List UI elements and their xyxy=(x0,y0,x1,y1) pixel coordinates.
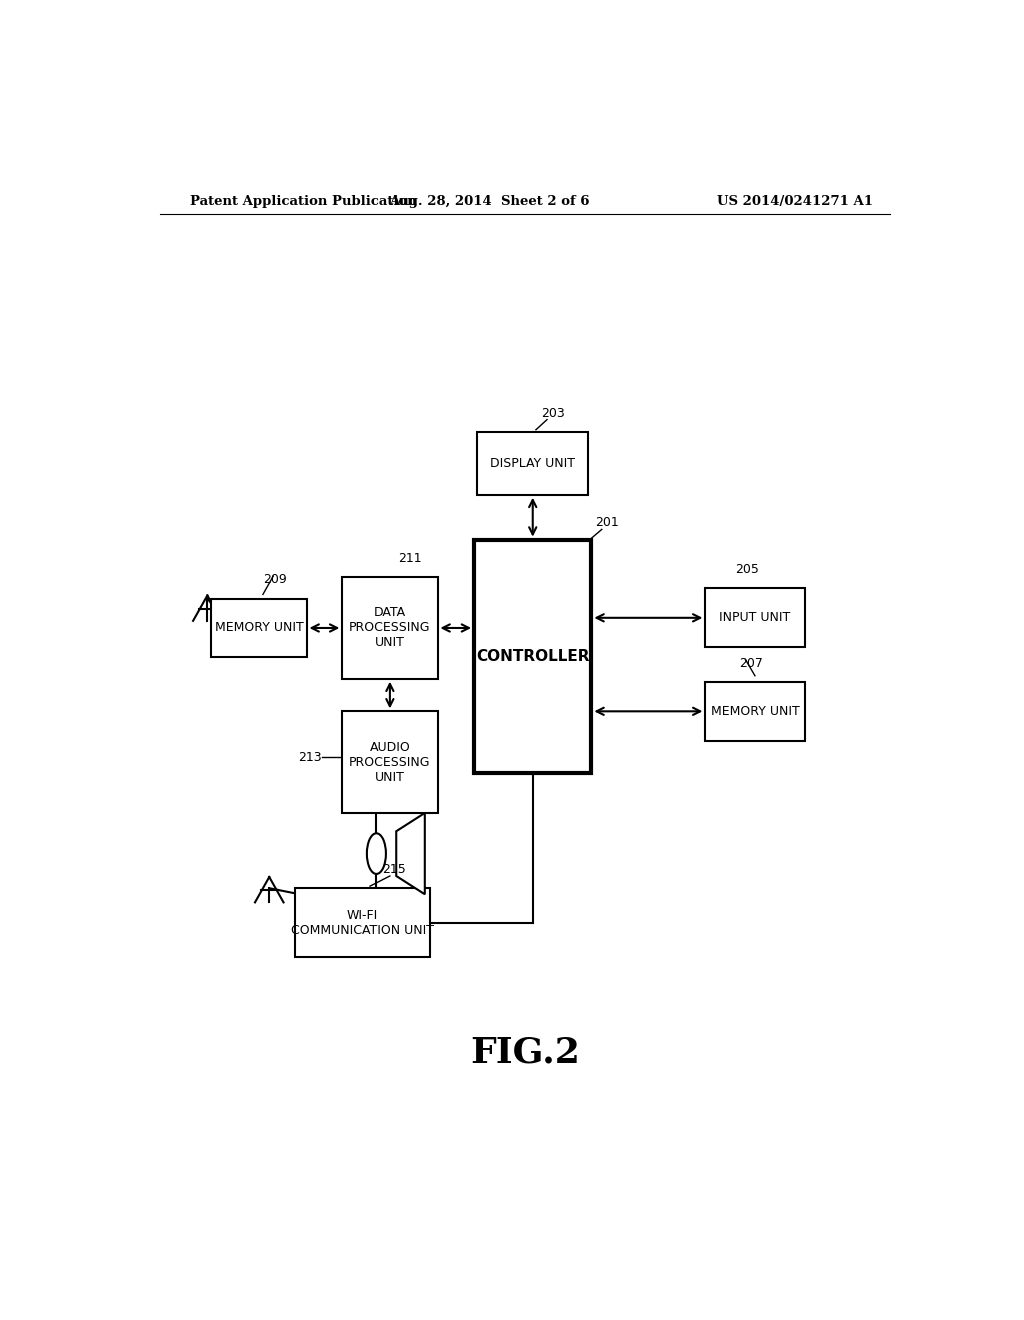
Text: AUDIO
PROCESSING
UNIT: AUDIO PROCESSING UNIT xyxy=(349,741,431,784)
Text: DISPLAY UNIT: DISPLAY UNIT xyxy=(490,457,575,470)
Text: WI-FI
COMMUNICATION UNIT: WI-FI COMMUNICATION UNIT xyxy=(291,908,433,937)
Bar xyxy=(342,711,437,813)
Ellipse shape xyxy=(367,833,386,874)
Text: 207: 207 xyxy=(739,656,763,669)
Bar xyxy=(295,888,430,957)
Text: 203: 203 xyxy=(541,407,564,420)
Bar xyxy=(477,432,589,495)
Text: US 2014/0241271 A1: US 2014/0241271 A1 xyxy=(717,194,872,207)
Text: 201: 201 xyxy=(595,516,620,529)
Text: 211: 211 xyxy=(397,552,422,565)
Bar xyxy=(706,682,805,741)
Text: INPUT UNIT: INPUT UNIT xyxy=(719,611,791,624)
Text: Aug. 28, 2014  Sheet 2 of 6: Aug. 28, 2014 Sheet 2 of 6 xyxy=(389,194,590,207)
Bar xyxy=(211,598,306,657)
Text: FIG.2: FIG.2 xyxy=(470,1036,580,1069)
Text: 205: 205 xyxy=(735,564,759,576)
Text: MEMORY UNIT: MEMORY UNIT xyxy=(711,705,800,718)
Bar xyxy=(706,589,805,647)
Bar xyxy=(474,540,592,774)
Text: 215: 215 xyxy=(382,863,406,876)
Text: DATA
PROCESSING
UNIT: DATA PROCESSING UNIT xyxy=(349,606,431,649)
Text: 209: 209 xyxy=(263,573,287,586)
Bar xyxy=(342,577,437,678)
Text: 213: 213 xyxy=(299,751,323,763)
Text: Patent Application Publication: Patent Application Publication xyxy=(189,194,417,207)
Text: CONTROLLER: CONTROLLER xyxy=(476,649,590,664)
Polygon shape xyxy=(396,813,425,894)
Text: MEMORY UNIT: MEMORY UNIT xyxy=(215,622,303,635)
